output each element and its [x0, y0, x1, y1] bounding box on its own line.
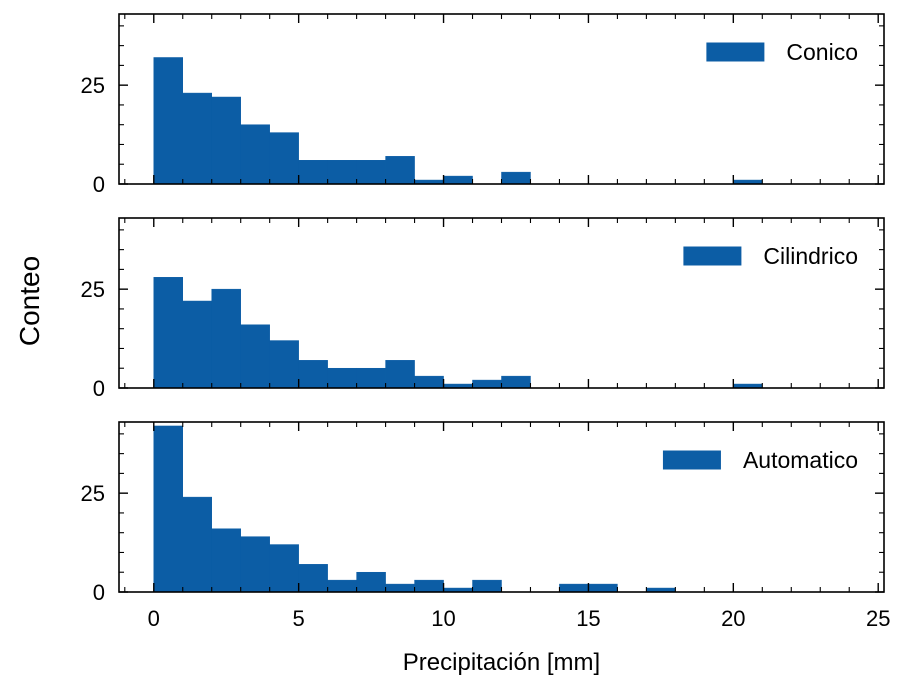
histogram-bar [240, 324, 270, 389]
x-tick-label: 25 [866, 606, 890, 631]
histogram-bar [153, 57, 183, 185]
x-tick-label: 10 [431, 606, 455, 631]
x-tick-label: 20 [721, 606, 745, 631]
x-tick-label: 0 [148, 606, 160, 631]
y-tick-label: 25 [81, 277, 105, 302]
histogram-bar [182, 92, 212, 185]
histogram-bar [588, 583, 618, 593]
legend-swatch [662, 450, 721, 470]
legend-label: Automatico [743, 447, 858, 473]
histogram-bar [269, 132, 299, 185]
panel-conico: 0 25 Conico [81, 13, 885, 197]
histogram-bar [211, 528, 241, 593]
histogram-bar [269, 340, 299, 389]
legend-label: Conico [786, 39, 858, 65]
histogram-bar [298, 564, 328, 593]
y-axis-label: Conteo [14, 256, 45, 346]
histogram-bar [385, 583, 415, 593]
y-tick-label: 25 [81, 73, 105, 98]
histogram-bar [211, 288, 241, 389]
histogram-bar [414, 375, 444, 389]
histogram-bar [327, 367, 357, 389]
histogram-bar [559, 583, 589, 593]
histogram-bar [269, 544, 299, 593]
panel-automatico: 0 25 Automatico 0 5 10 15 20 25 [81, 421, 890, 631]
histogram-bar [153, 425, 183, 593]
histogram-bar [182, 496, 212, 593]
x-tick-label: 5 [293, 606, 305, 631]
histogram-bar [240, 536, 270, 593]
y-tick-label: 0 [93, 172, 105, 197]
y-tick-label: 0 [93, 580, 105, 605]
histogram-bar [501, 171, 531, 185]
legend-label: Cilindrico [763, 243, 858, 269]
histogram-bar [356, 160, 386, 185]
panel-cilindrico: 0 25 Cilindrico [81, 217, 885, 401]
histogram-bar [182, 300, 212, 389]
x-axis-label: Precipitación [mm] [403, 649, 600, 676]
histogram-bar [414, 579, 444, 593]
histogram-bar [472, 379, 502, 389]
histogram-bar [356, 571, 386, 593]
histogram-bar [298, 160, 328, 185]
histogram-bar [501, 375, 531, 389]
histogram-bar [240, 124, 270, 185]
histogram-bar [211, 96, 241, 185]
histogram-bar [298, 360, 328, 389]
y-tick-label: 25 [81, 481, 105, 506]
histogram-bar [385, 360, 415, 389]
histogram-bar [327, 579, 357, 593]
histogram-bar [443, 175, 473, 185]
legend-swatch [706, 42, 765, 62]
histogram-bar [385, 156, 415, 185]
histogram-bar [327, 160, 357, 185]
histogram-bar [472, 579, 502, 593]
histogram-bar [153, 277, 183, 389]
legend-swatch [683, 246, 742, 266]
y-tick-label: 0 [93, 376, 105, 401]
histogram-bar [356, 367, 386, 389]
x-tick-label: 15 [576, 606, 600, 631]
